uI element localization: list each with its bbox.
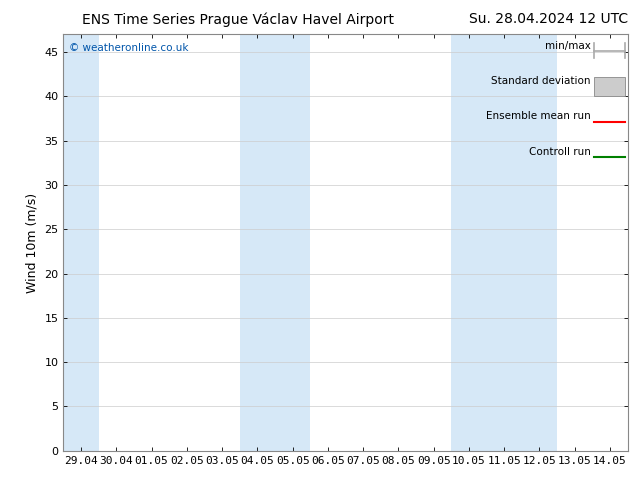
Text: © weatheronline.co.uk: © weatheronline.co.uk: [69, 43, 188, 52]
Bar: [63, 34, 99, 451]
Text: min/max: min/max: [545, 41, 591, 50]
Bar: [240, 34, 310, 451]
Text: Controll run: Controll run: [529, 147, 591, 157]
Text: Su. 28.04.2024 12 UTC: Su. 28.04.2024 12 UTC: [469, 12, 628, 26]
Text: Standard deviation: Standard deviation: [491, 76, 591, 86]
Text: Ensemble mean run: Ensemble mean run: [486, 111, 591, 122]
Text: ENS Time Series Prague Václav Havel Airport: ENS Time Series Prague Václav Havel Airp…: [82, 12, 394, 27]
Bar: [594, 77, 625, 96]
Bar: [451, 34, 557, 451]
Y-axis label: Wind 10m (m/s): Wind 10m (m/s): [26, 193, 39, 293]
